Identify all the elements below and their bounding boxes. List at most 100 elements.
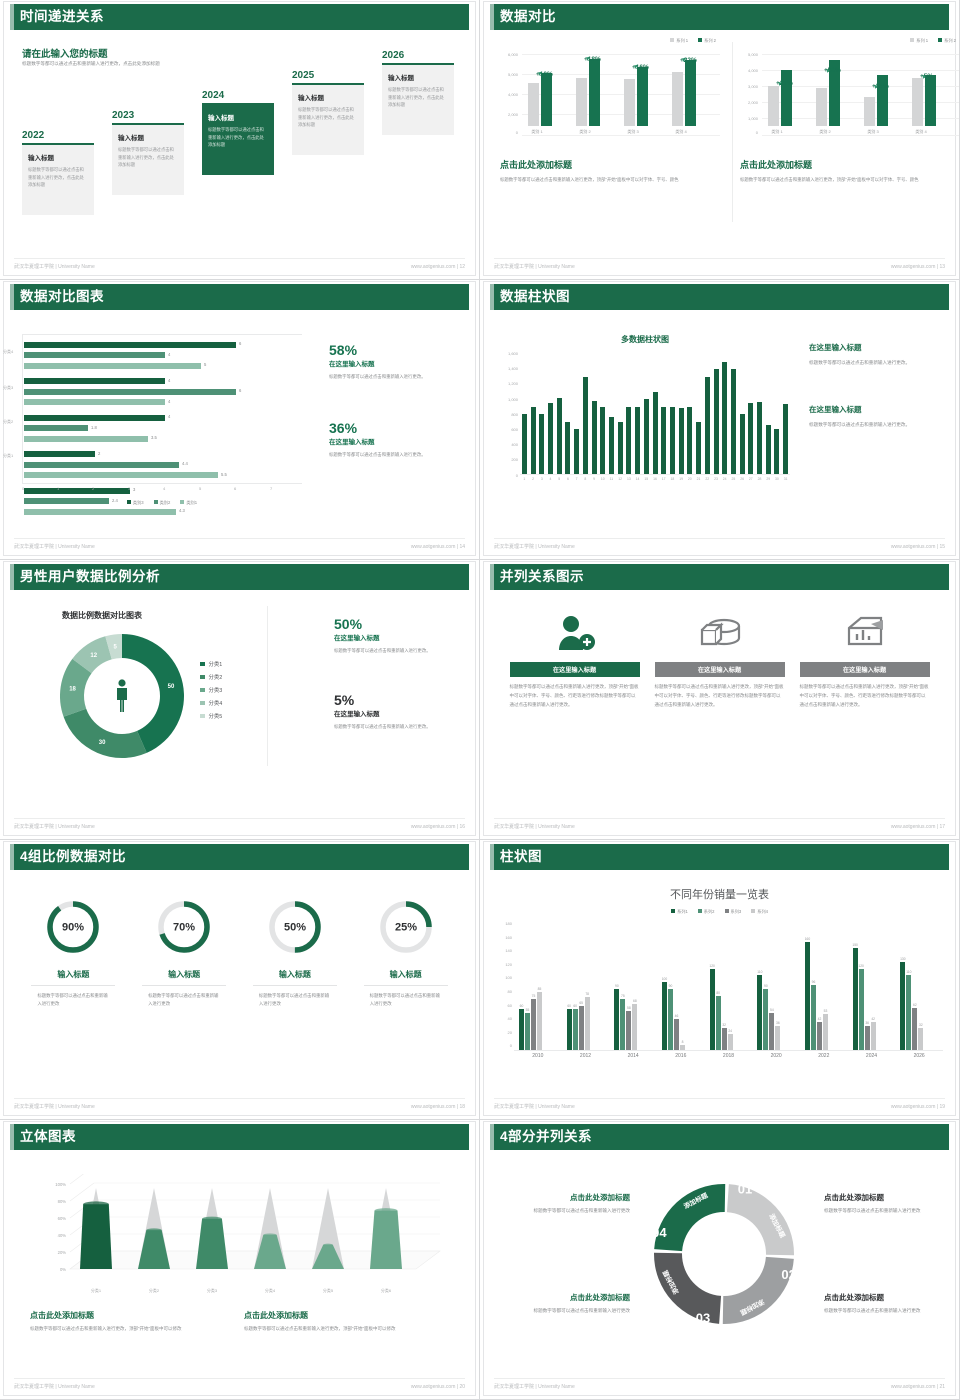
slide-header — [10, 4, 469, 30]
cone-3d-chart: 0% 20% 40% 60% 80% 100% — [55, 1174, 441, 1272]
slide-compare-chart[interactable]: 数据对比图表 分类4 分类3 分类2 分类1 6 4 5 — [0, 280, 480, 560]
bar — [763, 989, 769, 1050]
donut-segment[interactable] — [122, 634, 184, 753]
card-cylinder[interactable]: 在这里输入标题 标题数字等都可以通过点击和重新输入进行更改，顶部“开始”面板中可… — [654, 614, 785, 709]
timeline-item-2024[interactable]: 2024 输入标题 标题数字等都可以通过点击和重新输入进行更改，点击此处添加标题 — [202, 90, 274, 175]
timeline-item-2025[interactable]: 2025 输入标题 标题数字等都可以通过点击和重新输入进行更改，点击此处添加标题 — [292, 70, 364, 155]
x-tick: 2012 — [579, 1053, 592, 1059]
y-tick: 800 — [511, 411, 518, 417]
growth-badge: +16% — [632, 64, 649, 71]
cone-cap — [202, 1216, 222, 1221]
bar — [661, 406, 667, 474]
timeline-item-2026[interactable]: 2026 输入标题 标题数字等都可以通过点击和重新输入进行更改，点击此处添加标题 — [382, 50, 454, 135]
legend-item: 系列1 — [671, 909, 688, 915]
donut-segment[interactable] — [72, 636, 112, 674]
slide-bar-years[interactable]: 柱状图 不同年份销量一览表 系列1 系列2 系列3 系列4 180 160 140 120 1… — [480, 840, 960, 1120]
footer-org: 武汉华夏理工学院 | University Name — [494, 824, 575, 830]
bar-row: 4 — [24, 398, 302, 407]
block-text: 标题数字等都可以通过点击和重新输入进行更改 — [824, 1208, 921, 1213]
ring-text: 标题数字等都可以通过点击和重新输入进行更改 — [148, 993, 219, 1007]
y-tick: 100 — [505, 975, 512, 981]
bar — [721, 1028, 727, 1050]
timeline-card[interactable]: 输入标题 标题数字等都可以通过点击和重新输入进行更改，点击此处添加标题 — [112, 123, 184, 195]
slide-column-chart[interactable]: 数据柱状图 多数据柱状图 1,600 1,400 1,200 1,000 800 600 4… — [480, 280, 960, 560]
slide-body: 系列 1 系列 2 6,000 5,000 4,000 2,000 0 — [484, 32, 959, 257]
slide-header — [490, 4, 949, 30]
x-tick: 20 — [687, 477, 692, 481]
x-tick: 21 — [696, 477, 701, 481]
slide-body: 0% 20% 40% 60% 80% 100% 分类1 分类2 分类3 分类4 分类5 分类6 点击… — [4, 1152, 475, 1377]
y-tick: 1,200 — [507, 381, 518, 387]
donut-segment[interactable] — [60, 658, 92, 717]
slide-header — [490, 284, 949, 310]
donut-segment[interactable] — [654, 1184, 726, 1252]
timeline-card-active[interactable]: 输入标题 标题数字等都可以通过点击和重新输入进行更改，点击此处添加标题 — [202, 103, 274, 175]
x-tick: 19 — [679, 477, 683, 481]
slide-parallel-icons[interactable]: 并列关系图示 在这里输入标题 标题数字等都可以通过点击和重新输入进行更改，顶部“… — [480, 560, 960, 840]
slide-four-rings[interactable]: 4组比例数据对比 90% 输入标题 标题数字等都可以通过点击和重新输入进行更改 70%… — [0, 840, 480, 1120]
ring-card[interactable]: 70% 输入标题 标题数字等都可以通过点击和重新输入进行更改 — [129, 896, 239, 1009]
x-axis: 分类1 分类2 分类3 分类4 分类5 分类6 — [30, 1288, 450, 1298]
stat-text: 标题数字等都可以通过点击和重新输入进行更改。 — [329, 452, 426, 457]
bar-value: 60 — [573, 1004, 577, 1009]
ring-card[interactable]: 90% 输入标题 标题数字等都可以通过点击和重新输入进行更改 — [18, 896, 128, 1009]
donut-segment[interactable] — [105, 634, 122, 660]
timeline-card[interactable]: 输入标题 标题数字等都可以通过点击和重新输入进行更改，点击此处添加标题 — [22, 143, 94, 215]
bar — [822, 1014, 828, 1050]
bar — [730, 369, 736, 474]
ring-label: 输入标题 — [142, 969, 227, 986]
ring-value: 25% — [395, 922, 417, 934]
donut-segment[interactable] — [722, 1256, 794, 1324]
slide-data-compare[interactable]: 数据对比 系列 1 系列 2 6,000 5,000 4,000 2,000 — [480, 0, 960, 280]
x-tick: 10 — [600, 477, 605, 481]
bar — [548, 402, 554, 474]
header-accent-bar — [490, 4, 494, 30]
ring-value: 90% — [62, 922, 84, 934]
bar-value: 75 — [531, 994, 536, 999]
y-tick: 0% — [60, 1267, 66, 1272]
timeline-card[interactable]: 输入标题 标题数字等都可以通过点击和重新输入进行更改，点击此处添加标题 — [382, 63, 454, 135]
ring-card[interactable]: 25% 输入标题 标题数字等都可以通过点击和重新输入进行更改 — [351, 896, 461, 1009]
growth-badge: +18% — [584, 56, 601, 63]
segment-value: 30 — [99, 740, 106, 746]
ring-card[interactable]: 50% 输入标题 标题数字等都可以通过点击和重新输入进行更改 — [240, 896, 350, 1009]
slide-timeline[interactable]: 时间递进关系 请在此输入您的标题 标题数字等都可以通过点击和重新输入进行更改，点… — [0, 0, 480, 280]
slide-cone-chart[interactable]: 立体图表 0% 20% 40% 60% 80% 100% 分类1 分类2 分类3 分类4 分类5 分… — [0, 1120, 480, 1400]
y-tick: 0 — [509, 1043, 512, 1049]
slide-body: 不同年份销量一览表 系列1 系列2 系列3 系列4 180 160 140 120 100 80… — [484, 872, 955, 1097]
donut-segment[interactable] — [726, 1184, 794, 1256]
cards-row: 在这里输入标题 标题数字等都可以通过点击和重新输入进行更改，顶部“开始”面板中可… — [484, 592, 955, 709]
x-tick: 1 — [523, 477, 526, 481]
card-text: 标题数字等都可以通过点击和重新输入进行更改，顶部“开始”面板中可以对字体、字号、… — [509, 684, 639, 707]
donut-segment[interactable] — [654, 1252, 722, 1324]
timeline-card-title: 输入标题 — [118, 135, 144, 142]
bar-value: 24 — [728, 1028, 732, 1033]
slide-four-part[interactable]: 4部分并列关系 01 添加标题 02 添加标题 03 添加标题 04 添加标题 点击此处添加标… — [480, 1120, 960, 1400]
timeline-card[interactable]: 输入标题 标题数字等都可以通过点击和重新输入进行更改，点击此处添加标题 — [292, 83, 364, 155]
bar-value: 8 — [681, 1039, 684, 1044]
slide-donut-analysis[interactable]: 男性用户数据比例分析 数据比例数据对比图表 50 30 18 12 5 分类1 分类2 分类… — [0, 560, 480, 840]
timeline-year: 2025 — [292, 70, 315, 81]
bar — [673, 1018, 679, 1050]
timeline-item-2023[interactable]: 2023 输入标题 标题数字等都可以通过点击和重新输入进行更改，点击此处添加标题 — [112, 110, 184, 195]
legend-item: 系列 2 — [938, 38, 956, 44]
trend-arrow-icon — [674, 58, 686, 66]
segment-number: 02 — [781, 1267, 795, 1282]
bar-value: 120 — [858, 963, 864, 968]
donut-segment[interactable] — [63, 708, 147, 758]
bar-value: 42 — [817, 1016, 822, 1021]
panel-heading: 点击此处添加标题 — [500, 160, 573, 170]
card-chart-box[interactable]: 在这里输入标题 标题数字等都可以通过点击和重新输入进行更改，顶部“开始”面板中可… — [799, 614, 930, 709]
legend-item: 分类3 — [200, 686, 222, 694]
slide-surface: 4组比例数据对比 90% 输入标题 标题数字等都可以通过点击和重新输入进行更改 70%… — [4, 842, 475, 1115]
x-tick: 6 — [566, 477, 569, 481]
slide-body: 数据比例数据对比图表 50 30 18 12 5 分类1 分类2 分类3 分类4 分类5 50%… — [4, 592, 475, 817]
card-user[interactable]: 在这里输入标题 标题数字等都可以通过点击和重新输入进行更改，顶部“开始”面板中可… — [509, 614, 640, 709]
slide-footer: 武汉华夏理工学院 | University Name www.aotgenius… — [494, 1378, 945, 1390]
footer-url: www.aotgenius.com | 14 — [410, 544, 465, 550]
timeline-item-2022[interactable]: 2022 输入标题 标题数字等都可以通过点击和重新输入进行更改，点击此处添加标题 — [22, 130, 94, 215]
x-tick: 类别 2 — [819, 129, 831, 134]
trend-arrow-icon — [866, 85, 878, 93]
legend-item: 系列 2 — [698, 38, 716, 44]
